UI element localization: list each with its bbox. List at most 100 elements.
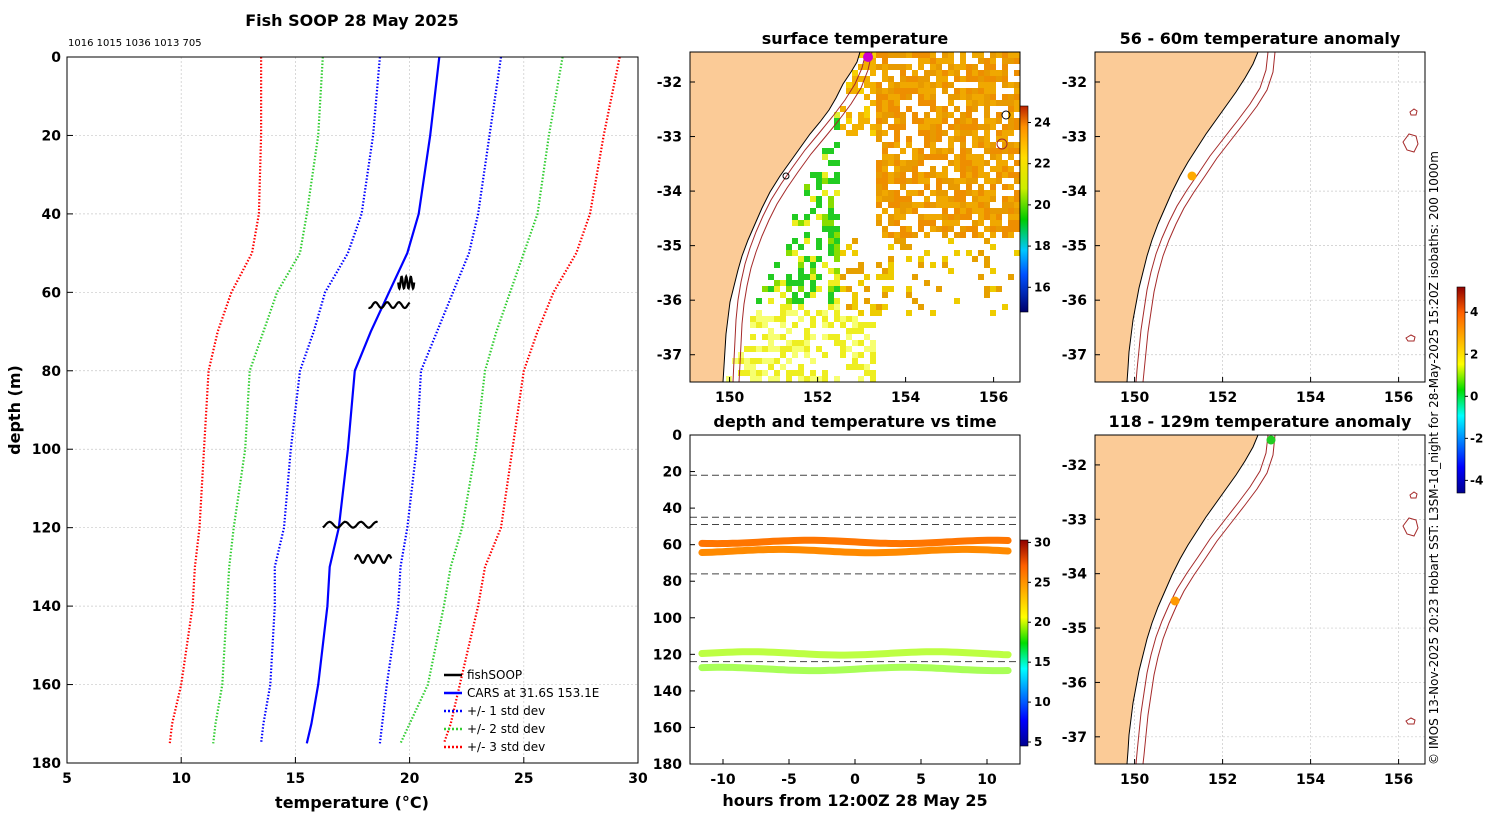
ts-cbar-label: 15 [1034,655,1051,669]
sst-pixel [990,100,996,106]
sst-pixel [828,226,834,232]
sst-pixel [858,124,864,130]
sst-pixel [1002,184,1008,190]
sst-pixel [756,316,762,322]
sst-pixel [990,148,996,154]
sst-pixel [816,274,822,280]
sst-pixel [918,202,924,208]
sst-pixel [852,328,858,334]
sst-pixel [978,274,984,280]
sst-pixel [1002,148,1008,154]
sst-pixel [1002,94,1008,100]
sst-pixel [864,118,870,124]
sst-cbar-label: 16 [1034,280,1051,294]
sst-pixel [996,178,1002,184]
sst-pixel [846,304,852,310]
sst-pixel [762,334,768,340]
sst-pixel [798,256,804,262]
sst-map-panel: surface temperature 150 152 154 156 -32 -33 -3… [657,29,1051,406]
sst-pixel [930,94,936,100]
sst-pixel [828,304,834,310]
sst-pixel [960,58,966,64]
sst-pixel [942,190,948,196]
sst-pixel [936,148,942,154]
sst-pixel [852,76,858,82]
sst-pixel [1008,142,1014,148]
sst-pixel [840,286,846,292]
sst-pixel [978,82,984,88]
profile-lines [168,56,621,744]
sst-pixel [918,304,924,310]
sst-pixel [786,304,792,310]
sst-pixel [948,160,954,166]
sst-pixel [1014,196,1020,202]
ts-track [698,648,1012,659]
sst-pixel [924,232,930,238]
sst-pixel [822,370,828,376]
map-ytick-label: -32 [657,75,682,91]
sst-pixel [816,172,822,178]
sst-pixel [852,340,858,346]
sst-pixel [822,226,828,232]
sst-colorbar-ticks: 16 18 20 22 24 [1028,115,1051,294]
sst-pixel [906,52,912,58]
sst-pixel [984,160,990,166]
sst-pixel [978,220,984,226]
sst-pixel [990,268,996,274]
sst-pixel [828,238,834,244]
sst-coast-marker [782,172,790,180]
sst-pixel [1008,106,1014,112]
sst-pixel [984,100,990,106]
anomaly-colorbar-ticks: 4 2 0 -2 -4 [1465,305,1483,487]
sst-pixel [876,118,882,124]
profile-title: Fish SOOP 28 May 2025 [245,11,459,30]
sst-pixel [834,142,840,148]
sst-pixel [1008,82,1014,88]
ts-ytick-label: 100 [653,611,682,627]
sst-pixel [1014,124,1020,130]
sst-pixel [906,256,912,262]
anom1-title: 56 - 60m temperature anomaly [1120,29,1401,48]
sst-pixel [810,292,816,298]
sst-pixel [780,352,786,358]
sst-pixel [978,184,984,190]
sst-pixel [828,322,834,328]
sst-pixel [960,136,966,142]
sst-pixel [762,316,768,322]
sst-pixel [816,376,822,382]
sst-pixel [960,148,966,154]
sst-pixel [888,268,894,274]
sst-pixel [798,364,804,370]
sst-pixel [894,196,900,202]
sst-pixel [978,142,984,148]
sst-pixel [900,244,906,250]
sst-pixel [792,298,798,304]
sst-pixel [990,232,996,238]
sst-pixel [954,214,960,220]
profile-xtick-label: 10 [171,771,191,787]
profile-ids: 1016 1015 1036 1013 705 [68,38,202,49]
sst-pixel [966,124,972,130]
sst-pixel [858,328,864,334]
sst-pixel [948,184,954,190]
ts-ytick-label: 80 [663,574,683,590]
sst-pixel [918,220,924,226]
sst-pixel [936,196,942,202]
sst-pixel [984,130,990,136]
profile-ytick-label: 160 [32,678,61,694]
sst-pixel [894,208,900,214]
sst-pixel [936,286,942,292]
sst-pixel [984,208,990,214]
sst-pixel [870,52,876,58]
sst-pixel [936,202,942,208]
sst-pixel [924,196,930,202]
sst-pixel [936,172,942,178]
sst-pixel [804,346,810,352]
sst-pixel [834,214,840,220]
sst-pixel [960,130,966,136]
sst-pixel [786,286,792,292]
sst-pixel [978,88,984,94]
sst-pixel [810,262,816,268]
sst-pixel [954,160,960,166]
sst-pixel [960,124,966,130]
